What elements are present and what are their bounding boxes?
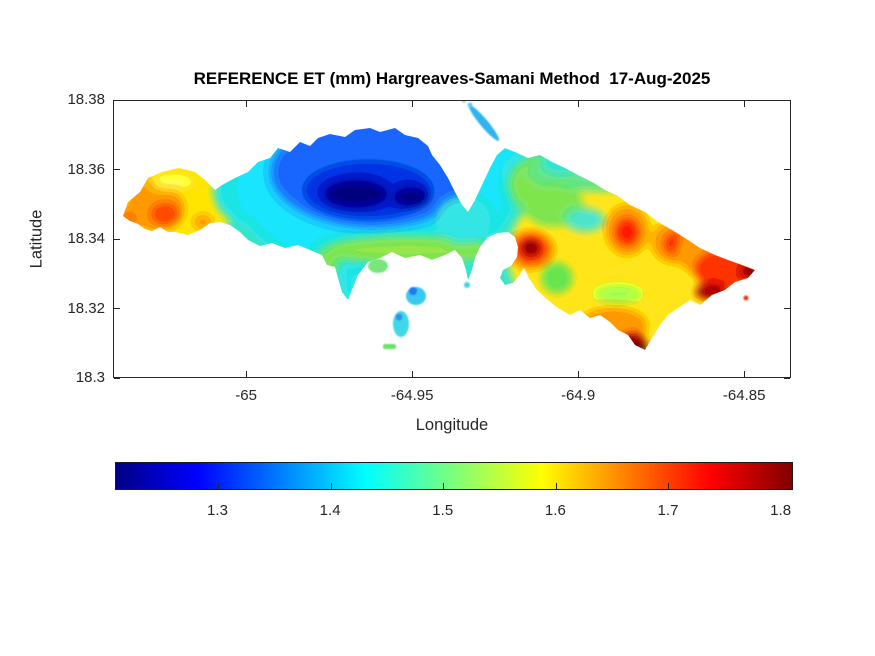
x-axis-title: Longitude bbox=[415, 416, 489, 434]
x-tick-label: -64.9 bbox=[561, 387, 596, 404]
y-tickmark-right bbox=[784, 238, 790, 240]
colorbar-tickmark bbox=[217, 483, 219, 489]
colorbar-tick-label: 1.3 bbox=[207, 502, 228, 519]
island-contour-map bbox=[123, 100, 755, 350]
colorbar bbox=[115, 462, 793, 490]
offshore-cays bbox=[368, 100, 749, 349]
colorbar-tickmark bbox=[330, 483, 332, 489]
x-tickmark-top bbox=[245, 101, 247, 107]
y-tick-label: 18.34 bbox=[67, 230, 105, 247]
x-tickmark-top bbox=[411, 101, 413, 107]
y-tickmark-left bbox=[114, 169, 120, 170]
y-tick-label: 18.3 bbox=[75, 369, 105, 386]
x-tickmark-top bbox=[577, 101, 579, 107]
colorbar-tick-label: 1.5 bbox=[432, 502, 454, 519]
y-tickmark-left bbox=[114, 377, 120, 379]
x-tickmark-bottom bbox=[577, 371, 579, 377]
x-tickmark-top bbox=[743, 101, 745, 107]
colorbar-tickmark bbox=[668, 483, 670, 489]
y-tickmark-right bbox=[784, 308, 790, 309]
x-tick-label: -64.95 bbox=[390, 387, 434, 404]
plot-area bbox=[113, 99, 791, 379]
colorbar-tick-label: 1.6 bbox=[544, 502, 566, 519]
colorbar-tick-label: 1.4 bbox=[319, 502, 341, 519]
y-tickmark-right bbox=[784, 169, 790, 170]
colorbar-tick-label: 1.8 bbox=[770, 502, 792, 519]
colorbar-tickmark bbox=[443, 483, 445, 489]
y-tickmark-left bbox=[114, 238, 120, 240]
y-tick-label: 18.36 bbox=[67, 160, 105, 178]
colorbar-tickmark bbox=[781, 483, 783, 489]
x-tickmark-bottom bbox=[245, 371, 247, 377]
colorbar-tickmark bbox=[555, 483, 557, 489]
x-tickmark-bottom bbox=[411, 371, 413, 377]
y-tickmark-right bbox=[784, 99, 790, 101]
colorbar-tick-label: 1.7 bbox=[657, 502, 679, 519]
x-tick-label: -65 bbox=[235, 387, 257, 404]
y-tickmark-left bbox=[114, 308, 120, 309]
island-field bbox=[123, 128, 755, 350]
x-tickmark-bottom bbox=[743, 371, 745, 377]
colorbar-gradient bbox=[116, 463, 792, 489]
y-tickmark-right bbox=[784, 377, 790, 379]
y-tick-label: 18.38 bbox=[67, 91, 105, 108]
y-tickmark-left bbox=[114, 99, 120, 101]
y-tick-label: 18.32 bbox=[67, 299, 105, 317]
x-tick-label: -64.85 bbox=[722, 387, 766, 404]
chart-title: REFERENCE ET (mm) Hargreaves-Samani Meth… bbox=[193, 69, 711, 88]
y-axis-title: Latitude bbox=[27, 209, 46, 269]
